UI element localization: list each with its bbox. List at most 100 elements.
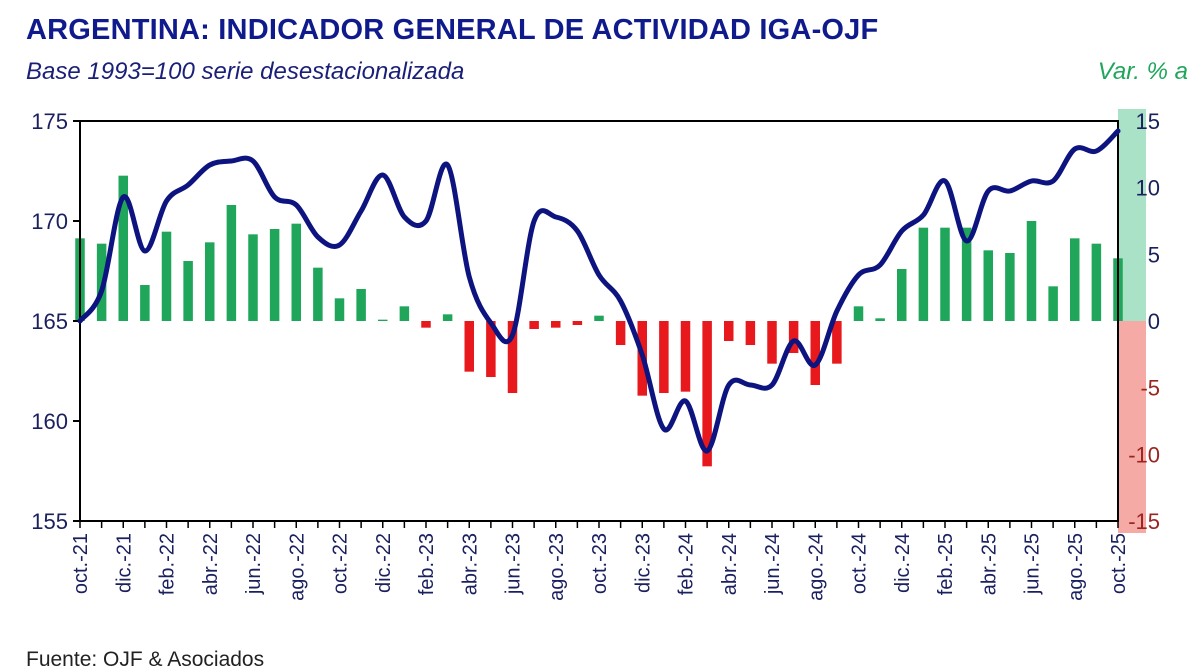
bar (334, 298, 345, 321)
line-point (467, 275, 471, 279)
line-point (900, 229, 904, 233)
line-point (835, 309, 839, 313)
x-tick-label: abr.-25 (978, 533, 1000, 595)
bar (507, 321, 518, 393)
x-tick-label: oct.-25 (1108, 533, 1130, 594)
line-point (359, 209, 363, 213)
x-tick-label: oct.-22 (330, 533, 352, 594)
y-right-tick-label: 5 (1148, 242, 1160, 267)
x-tick-label: feb.-25 (935, 533, 957, 595)
line-point (943, 179, 947, 183)
bar (983, 250, 993, 321)
bar (810, 321, 820, 385)
line-point (532, 219, 536, 223)
line-point (402, 215, 406, 219)
bar (1048, 286, 1058, 321)
line-point (186, 183, 190, 187)
x-tick-label: abr.-23 (459, 533, 481, 595)
source-note: Fuente: OJF & Asociados (26, 648, 265, 671)
line-point (208, 163, 212, 167)
bar (161, 231, 172, 321)
line-point (684, 399, 687, 403)
y-axis-right-ticks: 15 10 5 0 -5 -10 -15 (1128, 109, 1160, 534)
x-tick-label: ago.-24 (805, 533, 827, 601)
bar (940, 227, 950, 321)
x-tick-label: jun.-22 (243, 533, 265, 595)
line-point (1094, 149, 1098, 153)
y-right-tick-label: -5 (1140, 376, 1160, 401)
x-tick-label: jun.-23 (503, 533, 525, 595)
bar (421, 321, 431, 328)
line-point (316, 235, 320, 239)
y-right-tick-label: 0 (1148, 309, 1160, 334)
x-tick-label: ago.-23 (546, 533, 568, 601)
bar (291, 223, 301, 321)
line-point (294, 203, 298, 207)
line-point (986, 189, 990, 193)
line-point (424, 219, 428, 223)
x-tick-label: ago.-22 (286, 533, 308, 601)
bar (248, 234, 258, 321)
bar (745, 321, 756, 345)
bar (572, 321, 583, 325)
x-tick-label: oct.-21 (70, 533, 92, 594)
x-tick-label: abr.-22 (200, 533, 222, 595)
line-point (640, 353, 644, 357)
chart-subtitle: Base 1993=100 serie desestacionalizada (26, 58, 465, 85)
x-tick-label: ago.-25 (1065, 533, 1087, 601)
bar (875, 318, 885, 321)
bar (1026, 221, 1037, 321)
line-point (446, 163, 450, 167)
bar (724, 321, 734, 341)
x-axis-labels: oct.-21 dic.-21 feb.-22 abr.-22 jun.-22 ago.-… (70, 533, 1130, 601)
line-point (813, 363, 817, 367)
x-tick-label: dic.-24 (892, 533, 914, 593)
line-point (921, 213, 925, 217)
line-point (511, 333, 514, 337)
line-point (1008, 189, 1012, 193)
line-point (554, 215, 558, 219)
line-point (727, 383, 731, 387)
line-point (1073, 147, 1077, 151)
bar (442, 314, 453, 321)
y-right-tick-label: -15 (1128, 509, 1160, 534)
bar (269, 229, 280, 321)
y-left-tick-label: 155 (31, 509, 68, 534)
band-negative (1118, 321, 1146, 533)
line-point (338, 243, 341, 247)
bar (464, 321, 474, 372)
x-tick-label: jun.-25 (1022, 533, 1044, 595)
x-tick-label: oct.-23 (589, 533, 611, 594)
line-point (489, 321, 493, 325)
bar (1070, 238, 1080, 321)
line-point (597, 273, 601, 277)
x-tick-label: dic.-23 (632, 533, 654, 593)
bar (140, 285, 150, 321)
y-left-tick-label: 170 (31, 209, 68, 234)
chart-title: ARGENTINA: INDICADOR GENERAL DE ACTIVIDA… (26, 14, 879, 46)
line-point (792, 339, 796, 343)
bar (767, 321, 777, 364)
y-left-tick-label: 165 (31, 309, 68, 334)
line-point (748, 383, 752, 387)
bar (356, 289, 366, 321)
line-point (857, 273, 860, 277)
bar (399, 306, 410, 321)
bar (853, 306, 864, 321)
line-point (273, 195, 277, 199)
bar (615, 321, 626, 345)
bar (832, 321, 842, 364)
line-point (878, 263, 882, 267)
line-point (705, 449, 709, 453)
y-right-tick-label: 10 (1136, 176, 1160, 201)
bar (1091, 243, 1102, 321)
y-axis-left-ticks: 155 160 165 170 175 (31, 109, 80, 534)
bar (226, 205, 237, 321)
x-tick-label: abr.-24 (719, 533, 741, 595)
x-tick-label: feb.-24 (676, 533, 698, 595)
bar (313, 267, 323, 321)
line-point (619, 299, 623, 303)
bar (680, 321, 691, 392)
y-left-tick-label: 175 (31, 109, 68, 134)
